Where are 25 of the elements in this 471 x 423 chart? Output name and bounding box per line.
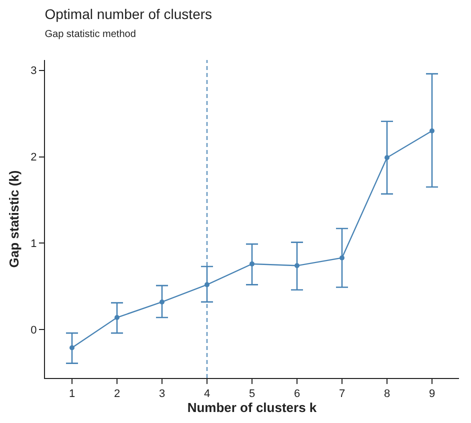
y-tick-label: 1 bbox=[30, 238, 37, 250]
y-tick-label: 2 bbox=[30, 152, 37, 164]
chart-title: Optimal number of clusters bbox=[44, 6, 212, 22]
point bbox=[160, 299, 164, 304]
x-tick-label: 7 bbox=[338, 388, 346, 400]
x-tick-label: 2 bbox=[114, 388, 120, 400]
chart-subtitle: Gap statistic method bbox=[44, 29, 136, 40]
x-tick-label: 1 bbox=[68, 388, 76, 400]
x-tick-label: 4 bbox=[204, 388, 210, 400]
point bbox=[114, 315, 120, 320]
point bbox=[340, 255, 344, 260]
x-tick-label: 8 bbox=[384, 388, 390, 400]
x-tick-label: 9 bbox=[428, 388, 436, 400]
point bbox=[384, 155, 390, 160]
point bbox=[294, 263, 300, 268]
x-tick-label: 6 bbox=[294, 388, 300, 400]
x-tick-label: 3 bbox=[158, 388, 166, 400]
point bbox=[430, 128, 434, 134]
x-axis-title: Number of clusters k bbox=[187, 400, 318, 416]
y-tick-label: 0 bbox=[30, 324, 37, 336]
point bbox=[70, 345, 74, 350]
x-tick-label: 5 bbox=[248, 388, 256, 400]
y-axis-title: Gap statistic (k) bbox=[6, 170, 22, 268]
point bbox=[250, 261, 254, 266]
y-tick-label: 3 bbox=[30, 65, 37, 78]
